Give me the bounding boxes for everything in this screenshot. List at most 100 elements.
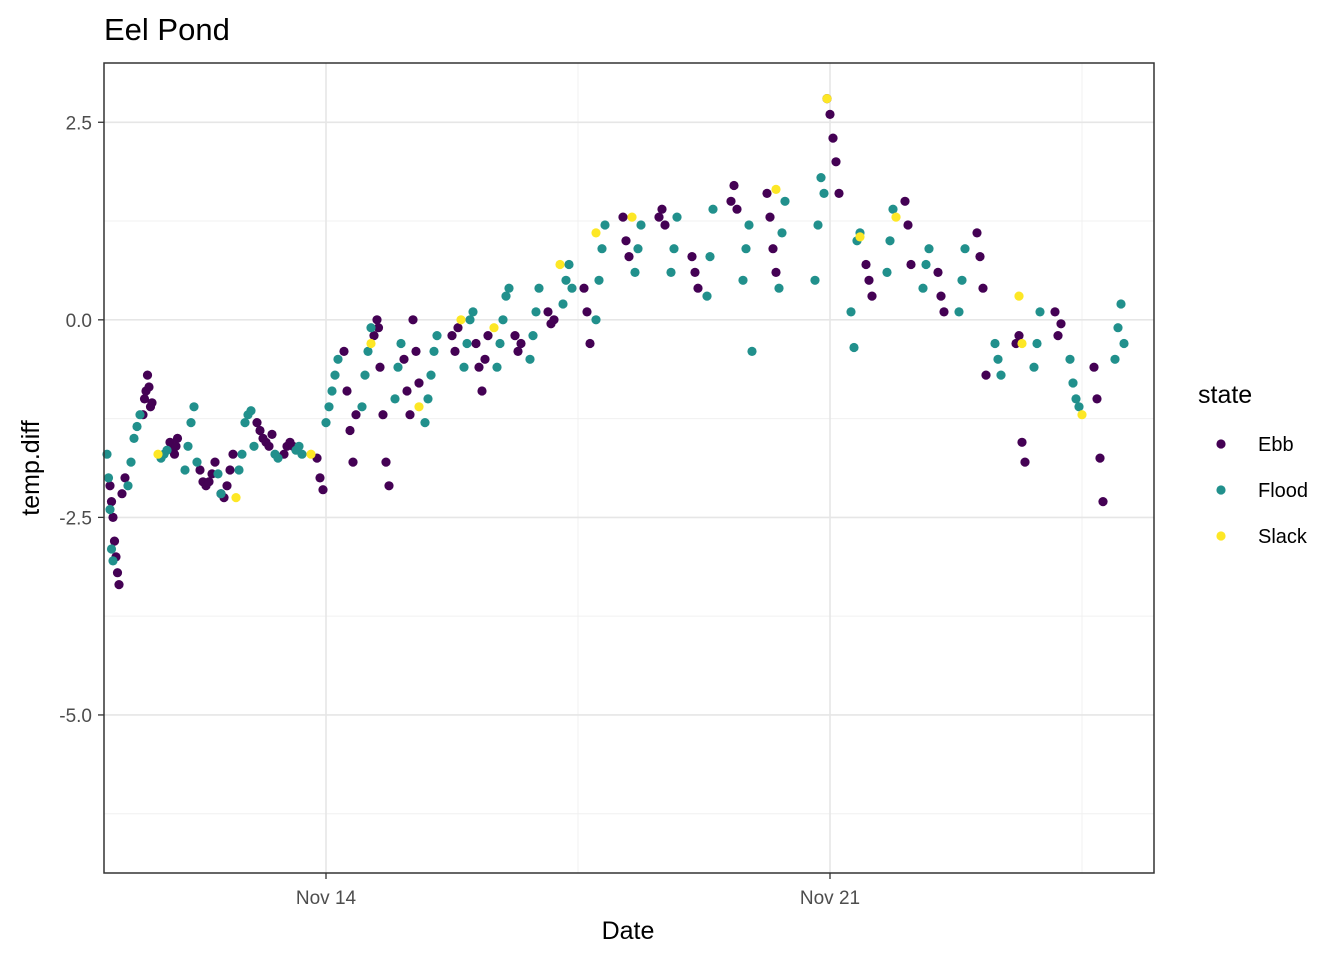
legend-label-flood: Flood	[1258, 480, 1308, 502]
data-point-flood	[468, 307, 478, 317]
data-point-flood	[849, 342, 859, 353]
data-points-layer	[102, 94, 1129, 590]
data-point-ebb	[474, 362, 484, 372]
data-point-ebb	[252, 418, 262, 428]
data-point-slack	[231, 493, 241, 503]
data-point-ebb	[169, 449, 180, 459]
y-tick-label: -5.0	[59, 706, 92, 727]
data-point-slack	[489, 323, 499, 333]
data-point-flood	[780, 196, 790, 206]
data-point-flood	[432, 331, 442, 341]
data-point-flood	[888, 204, 898, 214]
data-point-ebb	[831, 157, 841, 167]
legend-label-slack: Slack	[1258, 526, 1308, 548]
data-point-flood	[666, 267, 676, 277]
data-point-flood	[330, 370, 340, 380]
data-point-ebb	[225, 465, 235, 475]
data-point-ebb	[768, 244, 778, 254]
data-point-ebb	[399, 354, 409, 364]
data-point-flood	[108, 556, 118, 566]
data-point-flood	[630, 267, 640, 277]
data-point-flood	[462, 338, 472, 349]
data-point-ebb	[582, 307, 592, 317]
data-point-slack	[456, 315, 466, 325]
data-point-flood	[567, 283, 577, 293]
data-point-flood	[103, 473, 114, 483]
data-point-flood	[600, 220, 610, 230]
data-point-flood	[189, 402, 199, 412]
data-point-ebb	[732, 204, 742, 214]
data-point-ebb	[369, 331, 379, 341]
data-point-ebb	[405, 410, 415, 420]
data-point-ebb	[972, 228, 982, 238]
data-point-flood	[498, 315, 508, 325]
data-point-flood	[249, 441, 259, 451]
data-point-flood	[918, 283, 928, 293]
data-point-ebb	[147, 398, 157, 408]
data-point-ebb	[861, 259, 871, 270]
legend-key-flood	[1216, 485, 1226, 495]
data-point-ebb	[142, 370, 153, 380]
data-point-flood	[813, 220, 823, 230]
data-point-flood	[672, 212, 682, 222]
data-point-flood	[393, 362, 403, 372]
x-axis: Nov 14 Nov 21	[296, 873, 860, 909]
data-point-ebb	[195, 465, 205, 475]
data-point-ebb	[903, 220, 913, 230]
data-point-flood	[669, 244, 679, 254]
data-point-flood	[996, 370, 1006, 380]
data-point-flood	[237, 449, 247, 459]
data-point-ebb	[1050, 307, 1060, 317]
data-point-ebb	[975, 252, 985, 262]
data-point-flood	[429, 346, 439, 356]
data-point-slack	[1077, 410, 1087, 420]
data-point-slack	[1017, 338, 1027, 349]
data-point-slack	[555, 259, 565, 270]
data-point-flood	[126, 457, 136, 467]
data-point-flood	[816, 173, 826, 183]
data-point-slack	[771, 184, 781, 194]
data-point-flood	[465, 315, 475, 325]
data-point-flood	[420, 418, 430, 428]
data-point-ebb	[411, 346, 421, 356]
y-tick-label: -2.5	[59, 508, 92, 529]
data-point-ebb	[408, 315, 418, 325]
legend-title: state	[1198, 381, 1252, 409]
data-point-ebb	[345, 425, 355, 436]
legend-key-ebb	[1216, 439, 1226, 449]
data-point-ebb	[342, 386, 352, 396]
data-point-slack	[414, 402, 424, 412]
data-point-ebb	[585, 338, 595, 349]
data-point-flood	[597, 244, 607, 254]
y-axis-title: temp.diff	[17, 420, 45, 515]
data-point-ebb	[978, 283, 988, 293]
data-point-ebb	[210, 457, 220, 467]
data-point-ebb	[108, 512, 118, 523]
data-point-slack	[1014, 291, 1024, 301]
data-point-flood	[324, 402, 334, 412]
data-point-flood	[846, 307, 856, 317]
data-point-ebb	[120, 473, 130, 483]
data-point-flood	[132, 421, 142, 432]
data-point-ebb	[339, 346, 349, 356]
data-point-slack	[366, 338, 376, 349]
data-point-flood	[396, 338, 406, 349]
data-point-ebb	[834, 188, 844, 198]
data-point-ebb	[480, 354, 490, 364]
data-point-slack	[153, 449, 163, 459]
data-point-flood	[423, 394, 433, 404]
x-tick-label: Nov 14	[296, 888, 357, 909]
data-point-ebb	[867, 291, 877, 301]
data-point-ebb	[828, 133, 838, 143]
data-point-slack	[822, 94, 832, 104]
data-point-ebb	[1095, 453, 1105, 463]
data-point-ebb	[453, 323, 463, 333]
data-point-flood	[1065, 354, 1075, 364]
data-point-flood	[528, 331, 538, 341]
minor-gridlines	[104, 63, 1154, 873]
data-point-flood	[1029, 362, 1039, 372]
data-point-ebb	[906, 259, 916, 270]
data-point-ebb	[654, 212, 664, 222]
data-point-flood	[1035, 307, 1045, 317]
